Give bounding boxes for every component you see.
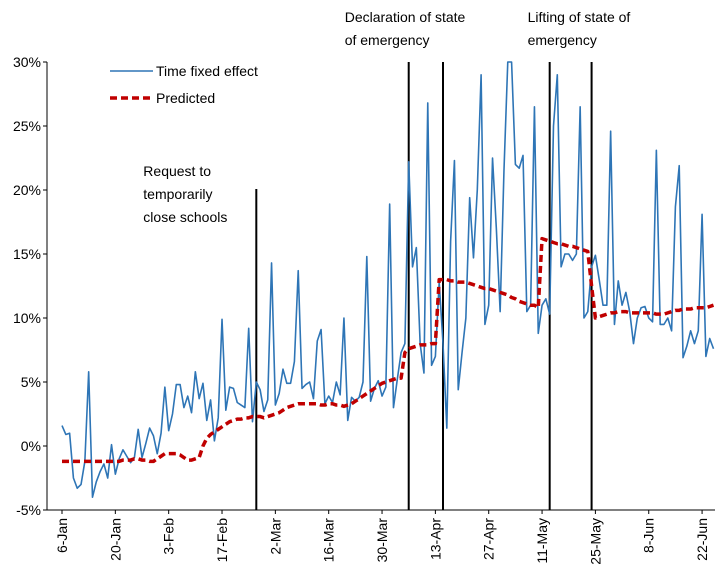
y-tick-label: 25%	[13, 118, 41, 134]
annotation: Lifting of state of	[528, 9, 631, 25]
x-tick-label: 8-Jun	[641, 518, 657, 553]
x-tick-label: 11-May	[534, 518, 550, 564]
annotation: of emergency	[345, 32, 430, 48]
x-tick-label: 20-Jan	[107, 518, 123, 561]
annotation: Request to	[143, 163, 211, 179]
y-tick-label: 30%	[13, 54, 41, 70]
annotation: temporarily	[143, 186, 212, 202]
legend-label: Time fixed effect	[156, 63, 258, 79]
y-tick-label: 10%	[13, 310, 41, 326]
x-tick-label: 17-Feb	[214, 518, 230, 563]
annotation: Declaration of state	[345, 9, 466, 25]
x-tick-label: 22-Jun	[694, 518, 710, 561]
y-tick-label: 20%	[13, 182, 41, 198]
y-tick-label: 0%	[21, 438, 41, 454]
x-tick-label: 27-Apr	[481, 518, 497, 560]
y-tick-label: 5%	[21, 374, 41, 390]
series-line	[62, 236, 715, 464]
legend-label: Predicted	[156, 90, 215, 106]
y-tick-label: -5%	[16, 502, 41, 518]
series-line	[61, 61, 715, 498]
x-tick-label: 16-Mar	[321, 518, 337, 563]
x-tick-label: 25-May	[587, 518, 603, 565]
x-tick-label: 3-Feb	[161, 518, 177, 555]
x-tick-label: 30-Mar	[374, 518, 390, 563]
x-tick-label: 13-Apr	[427, 518, 443, 560]
x-tick-label: 2-Mar	[267, 518, 283, 555]
annotation: emergency	[528, 32, 597, 48]
x-tick-label: 6-Jan	[54, 518, 70, 553]
annotation: close schools	[143, 209, 227, 225]
y-tick-label: 15%	[13, 246, 41, 262]
